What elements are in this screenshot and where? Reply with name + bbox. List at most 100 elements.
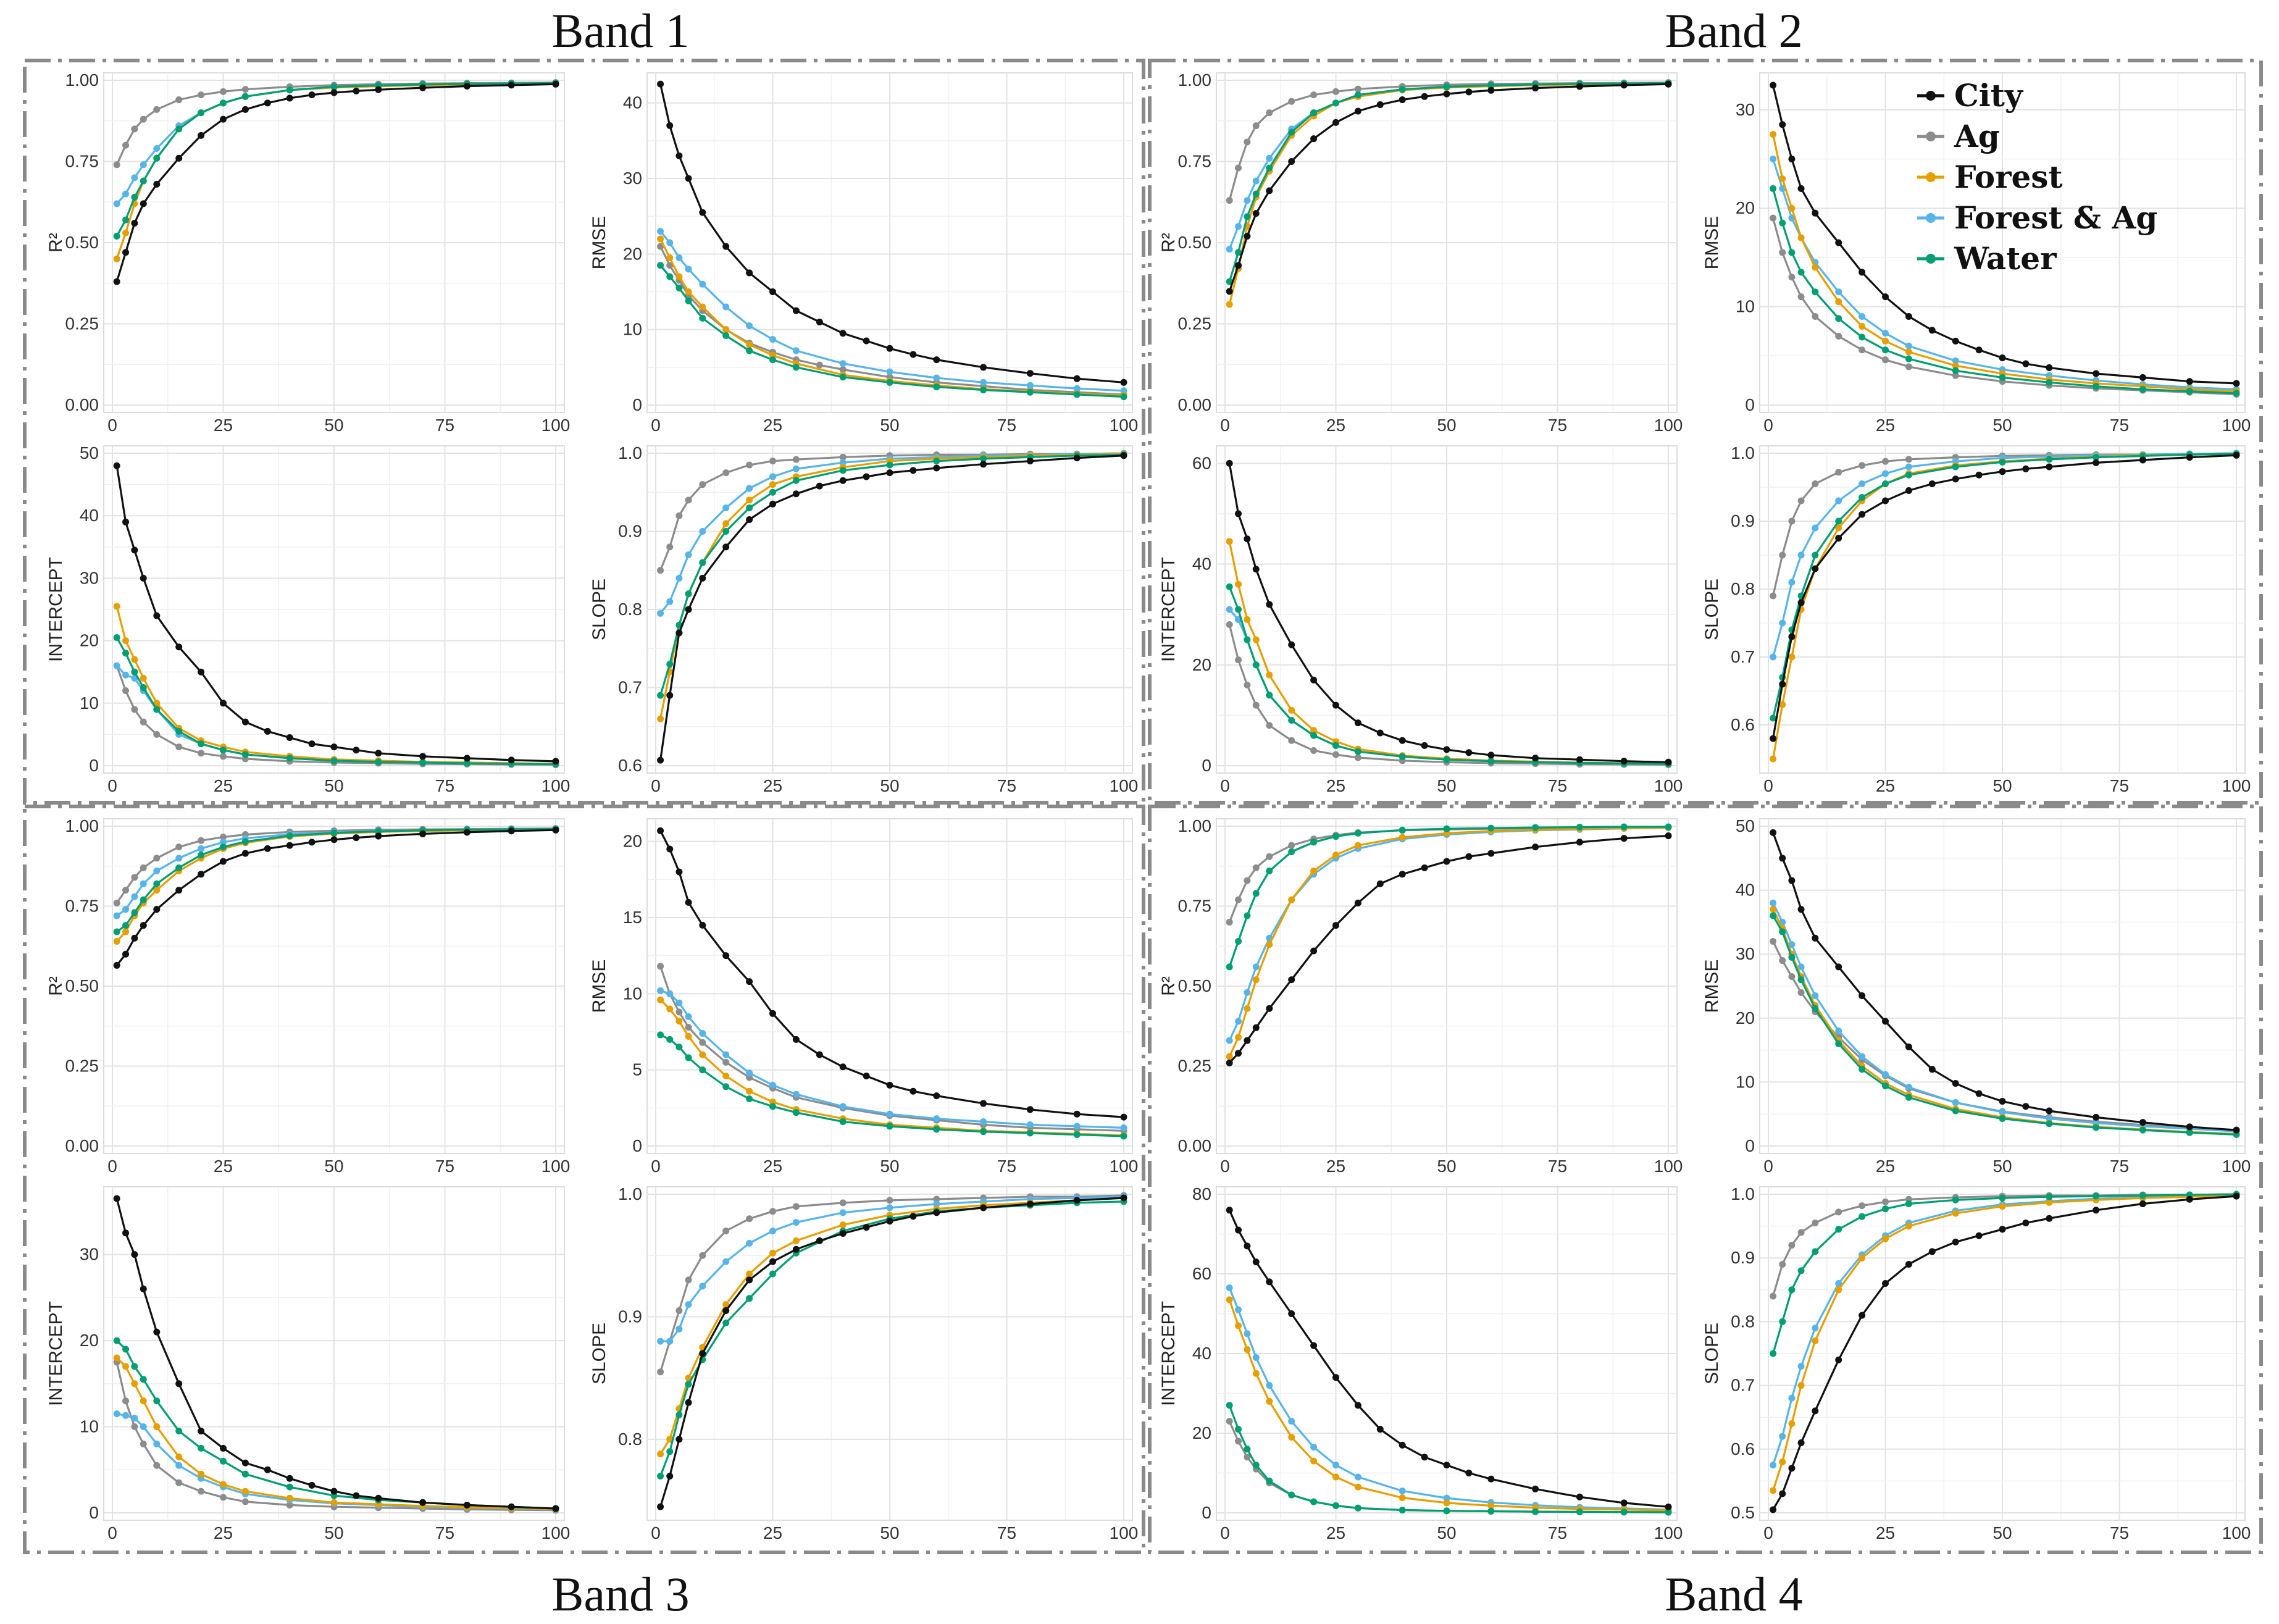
data-point [241,1470,249,1478]
data-point [1532,1508,1539,1515]
data-point [153,1423,161,1431]
data-point [122,687,130,695]
data-point [1310,839,1318,846]
series-line [659,1034,1124,1137]
data-point [666,692,674,699]
series-line [1228,586,1669,765]
data-point [1443,825,1450,832]
data-point [122,650,130,657]
data-point [699,1252,706,1259]
data-point [153,706,161,713]
data-point [113,899,120,906]
data-point [1770,214,1777,222]
series-line [1228,624,1669,766]
data-point [1266,868,1273,875]
data-point [886,461,893,469]
data-point [122,950,130,958]
data-point [2139,385,2146,393]
series-line [659,452,1124,614]
data-point [1812,264,1819,271]
data-point [241,106,249,113]
data-point [153,906,161,913]
data-point [1310,747,1318,755]
data-point [657,756,664,764]
y-tick-label: 1.0 [1731,443,1755,463]
data-point [722,469,730,477]
data-point [769,1081,776,1089]
data-point [1952,1210,1959,1217]
x-tick-label: 0 [1763,1157,1773,1176]
data-point [816,1237,823,1244]
data-point [722,1307,730,1315]
data-point [1882,1018,1889,1025]
data-point [1252,1024,1260,1031]
data-point [1905,487,1912,494]
data-point [1252,976,1260,984]
data-point [1905,342,1912,349]
data-point [353,747,360,754]
y-axis-label: RMSE [589,216,609,270]
data-point [463,829,470,836]
data-point [792,1219,800,1226]
data-point [375,86,382,93]
y-tick-label: 20 [1192,655,1211,674]
data-point [863,1224,870,1231]
y-tick-label: 0.8 [618,600,642,619]
x-tick-label: 75 [997,1523,1016,1542]
data-point [1421,864,1428,871]
data-point [1665,80,1672,88]
data-point [1859,1053,1866,1060]
data-point [657,715,664,722]
data-point [220,115,227,123]
data-point [1226,1402,1233,1409]
data-point [746,1087,753,1095]
data-point [980,455,987,463]
data-point [1835,963,1842,971]
data-point [675,1307,683,1315]
data-point [1779,1458,1786,1465]
band-2-title: Band 2 [1665,4,1802,57]
data-point [1252,963,1260,971]
data-point [2186,1195,2193,1203]
data-point [675,1436,683,1443]
data-point [1235,223,1242,230]
data-point [220,99,227,107]
legend-swatch-dot [1926,254,1936,264]
y-tick-label: 40 [1736,881,1755,900]
y-axis-label: RMSE [589,960,609,1013]
series-water [657,262,1127,401]
data-point [1620,835,1628,842]
series-line [115,82,556,237]
data-point [722,520,730,527]
data-point [792,1036,800,1043]
data-point [1244,1005,1251,1012]
data-point [1310,676,1318,684]
data-point [1835,1356,1842,1363]
y-tick-label: 10 [80,1417,99,1436]
data-point [1073,391,1081,398]
data-point [175,727,183,735]
series-forest [1770,1192,2240,1494]
data-point [241,850,249,857]
y-tick-label: 30 [80,568,99,587]
data-point [113,662,120,669]
data-point [1266,1278,1273,1286]
x-tick-label: 100 [1110,1157,1139,1176]
data-point [722,1228,730,1235]
legend-swatch-dot [1926,132,1936,141]
series-water [1226,823,1672,971]
x-tick-label: 75 [997,776,1016,795]
data-point [1244,877,1251,884]
data-point [839,477,847,484]
band-3-frame [23,805,1145,1554]
x-tick-label: 75 [1548,1157,1567,1176]
data-point [1266,601,1273,608]
y-axis-label: SLOPE [1702,1323,1722,1384]
x-tick-label: 25 [214,1523,233,1542]
series-line [115,665,556,766]
data-point [1026,1106,1034,1113]
data-point [1226,1037,1233,1044]
data-point [1975,1090,1983,1097]
data-point [1665,1503,1672,1510]
data-point [980,379,987,386]
